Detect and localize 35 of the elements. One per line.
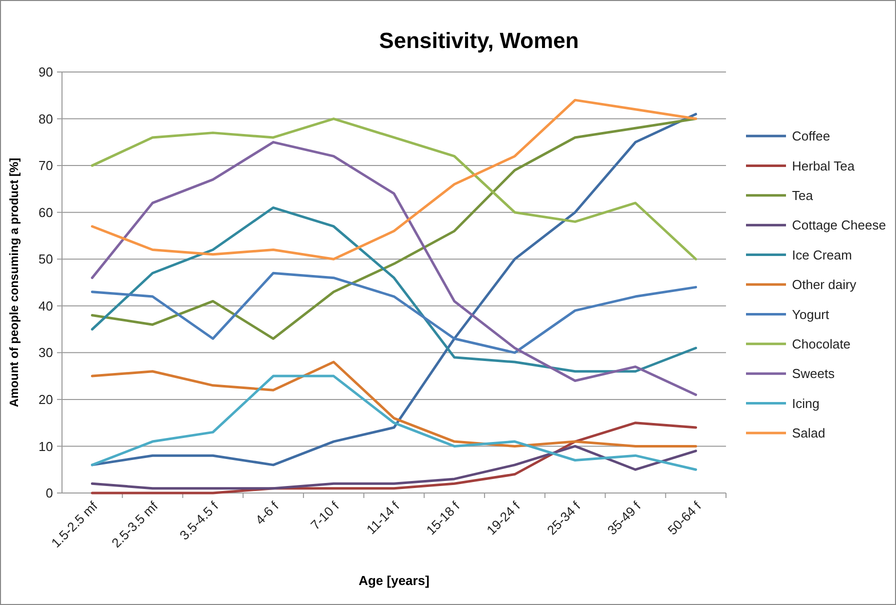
y-tick-label: 40 bbox=[38, 298, 53, 314]
legend-label: Ice Cream bbox=[792, 247, 852, 262]
legend-label: Coffee bbox=[792, 128, 830, 144]
legend-label: Other dairy bbox=[792, 277, 857, 292]
legend-label: Sweets bbox=[792, 366, 836, 382]
y-tick-label: 90 bbox=[38, 64, 53, 80]
line-series bbox=[90, 374, 698, 471]
y-tick-label: 30 bbox=[38, 345, 53, 360]
y-tick-label: 60 bbox=[38, 204, 53, 220]
y-tick-label: 80 bbox=[38, 111, 53, 126]
line-series bbox=[90, 118, 698, 340]
legend-label: Chocolate bbox=[792, 336, 851, 352]
line-series bbox=[90, 272, 698, 354]
y-tick-label: 10 bbox=[38, 438, 53, 454]
line-series bbox=[90, 206, 698, 373]
x-tick-label: 4-6 f bbox=[252, 498, 282, 528]
line-series bbox=[90, 140, 698, 396]
x-axis-title: Age [years] bbox=[358, 573, 430, 588]
legend-label: Tea bbox=[792, 188, 814, 203]
legend-label: Icing bbox=[792, 396, 820, 411]
line-series bbox=[90, 360, 698, 448]
y-tick-label: 0 bbox=[46, 486, 53, 501]
legend-label: Salad bbox=[792, 426, 826, 441]
line-series bbox=[90, 422, 698, 494]
y-tick-label: 20 bbox=[38, 392, 53, 407]
chart-title: Sensitivity, Women bbox=[379, 28, 579, 53]
x-tick-label: 7-10 f bbox=[308, 498, 342, 533]
legend-label: Yogurt bbox=[792, 306, 830, 322]
line-series bbox=[90, 444, 698, 490]
y-tick-label: 50 bbox=[38, 252, 53, 267]
line-series bbox=[90, 112, 698, 466]
legend-label: Herbal Tea bbox=[792, 158, 856, 174]
y-tick-label: 70 bbox=[38, 158, 53, 174]
legend-label: Cottage Cheese bbox=[792, 218, 886, 233]
y-axis-title: Amount of people consuming a product [%] bbox=[7, 158, 21, 408]
